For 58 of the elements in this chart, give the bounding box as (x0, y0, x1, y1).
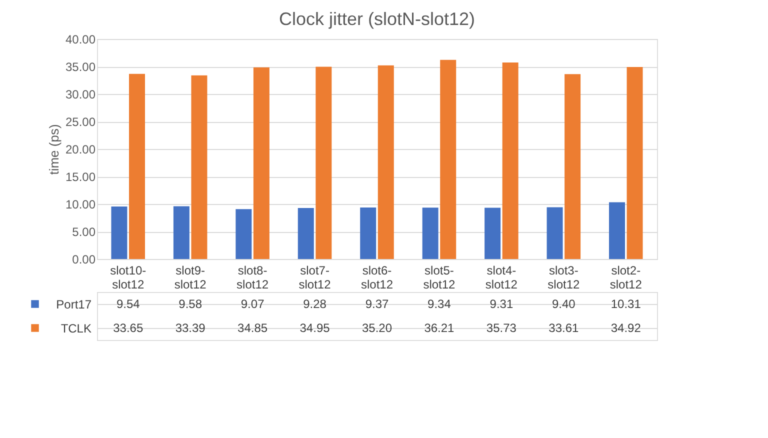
y-tick-label: 0.00 (72, 252, 96, 266)
bar (378, 65, 394, 259)
data-label: 33.39 (175, 321, 206, 335)
bar (564, 74, 581, 259)
data-label: 9.37 (365, 297, 389, 311)
bar (316, 66, 332, 259)
data-label: 35.20 (362, 321, 392, 335)
y-tick-label: 40.00 (65, 32, 96, 46)
data-label: 34.85 (238, 321, 268, 335)
bar (422, 208, 438, 259)
data-label: 35.73 (486, 321, 517, 335)
x-tick-label: slot5-slot12 (423, 264, 456, 292)
bar (191, 75, 208, 259)
x-tick-label: slot3-slot12 (548, 264, 580, 292)
data-label: 9.40 (552, 297, 576, 311)
data-label: 9.34 (428, 297, 452, 311)
bar (502, 62, 518, 259)
bar (236, 209, 252, 259)
bar (298, 208, 314, 259)
data-label: 33.61 (548, 321, 580, 335)
x-tick-label: slot6-slot12 (360, 264, 394, 292)
legend-label: TCLK (60, 322, 92, 336)
data-label: 9.07 (240, 297, 265, 311)
data-label: 9.54 (116, 297, 140, 311)
data-label: 34.95 (300, 321, 330, 335)
bar (609, 202, 625, 259)
y-tick-label: 20.00 (65, 142, 96, 156)
y-tick-label: 5.00 (72, 225, 96, 239)
data-label: 10.31 (610, 297, 642, 311)
bar (440, 60, 456, 259)
x-tick-label: slot9-slot12 (174, 264, 207, 292)
bar (626, 66, 643, 259)
bar (129, 74, 145, 259)
x-tick-label: slot10-slot12 (110, 264, 146, 292)
data-label: 9.58 (178, 297, 202, 311)
y-tick-label: 35.00 (65, 60, 96, 74)
bar (253, 67, 270, 259)
data-label: 33.65 (113, 321, 144, 335)
x-tick-label: slot7-slot12 (298, 264, 332, 292)
bar (484, 208, 501, 259)
bar (173, 206, 190, 259)
y-tick-label: 25.00 (65, 115, 96, 129)
y-axis-title: time (ps) (46, 124, 62, 175)
bar (111, 206, 128, 259)
x-tick-label: slot8-slot12 (236, 264, 269, 292)
x-tick-label: slot2-slot12 (610, 264, 642, 292)
bar (360, 207, 376, 259)
y-tick-label: 10.00 (65, 198, 96, 212)
y-tick-label: 15.00 (65, 170, 96, 184)
x-tick-label: slot4-slot12 (485, 264, 518, 292)
y-tick-label: 30.00 (65, 88, 96, 102)
bar (546, 207, 563, 259)
data-label: 36.21 (424, 321, 455, 335)
data-label: 34.92 (610, 321, 642, 335)
data-label: 9.28 (303, 297, 327, 311)
data-label: 9.31 (490, 297, 514, 311)
legend-label: Port17 (56, 298, 92, 312)
chart-title: Clock jitter (slotN-slot12) (278, 9, 476, 29)
